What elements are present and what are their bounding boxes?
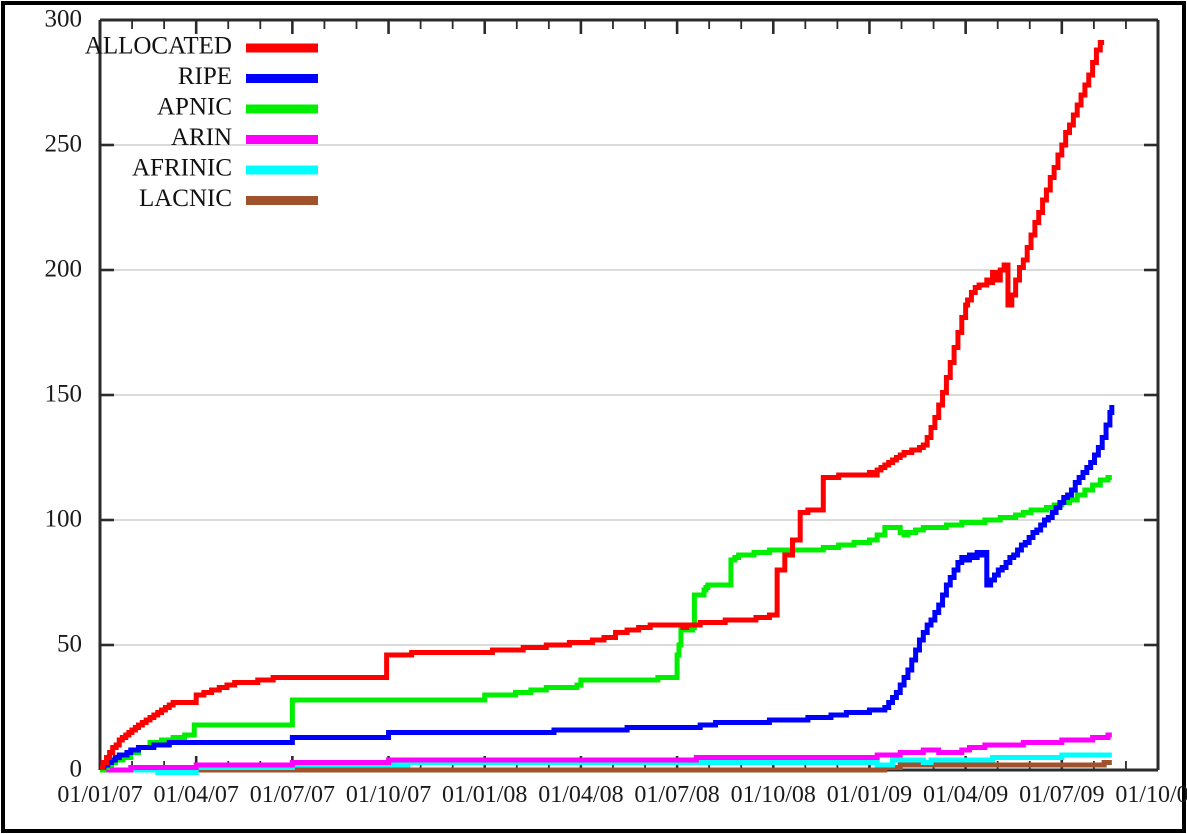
x-tick-label: 01/07/09 [1019,782,1104,808]
legend-label-allocated: ALLOCATED [85,33,232,60]
y-tick-label: 100 [45,506,83,533]
x-tick-label: 01/10/09 [1115,782,1187,808]
legend-label-apnic: APNIC [157,94,232,121]
chart-legend: ALLOCATED RIPE APNIC ARIN AFRINIC LACNIC [85,33,318,212]
x-tick-label-group: 01/01/07 01/04/07 01/07/07 01/10/07 01/01/08… [57,782,1187,808]
x-tick-label: 01/01/07 [57,782,142,808]
x-tick-label: 01/04/09 [923,782,1008,808]
y-tick-label: 250 [45,131,83,158]
legend-label-lacnic: LACNIC [139,185,232,212]
y-tick-label: 200 [45,256,83,283]
y-tick-group [100,143,1158,647]
x-tick-label: 01/04/07 [154,782,239,808]
x-tick-label: 01/01/08 [442,782,527,808]
x-tick-label: 01/04/08 [538,782,623,808]
y-tick-label-group: 0 50 100 150 200 250 300 [45,6,83,783]
x-tick-label: 01/07/07 [250,782,335,808]
y-tick-label: 0 [70,756,83,783]
legend-label-ripe: RIPE [178,63,232,90]
data-series-group [100,40,1115,775]
x-tick-label: 01/07/08 [634,782,719,808]
x-tick-label: 01/10/08 [731,782,816,808]
legend-label-afrinic: AFRINIC [132,155,232,182]
x-tick-label: 01/10/07 [346,782,431,808]
series-line-ripe [100,405,1115,770]
series-line-lacnic [100,760,1112,773]
series-line-apnic [100,475,1112,773]
x-tick-label: 01/01/09 [827,782,912,808]
series-line-arin [100,732,1112,773]
series-line-allocated [100,40,1105,770]
y-tick-label: 50 [57,631,82,658]
y-tick-label: 300 [45,6,83,33]
y-tick-label: 150 [45,381,83,408]
legend-label-arin: ARIN [171,124,232,151]
